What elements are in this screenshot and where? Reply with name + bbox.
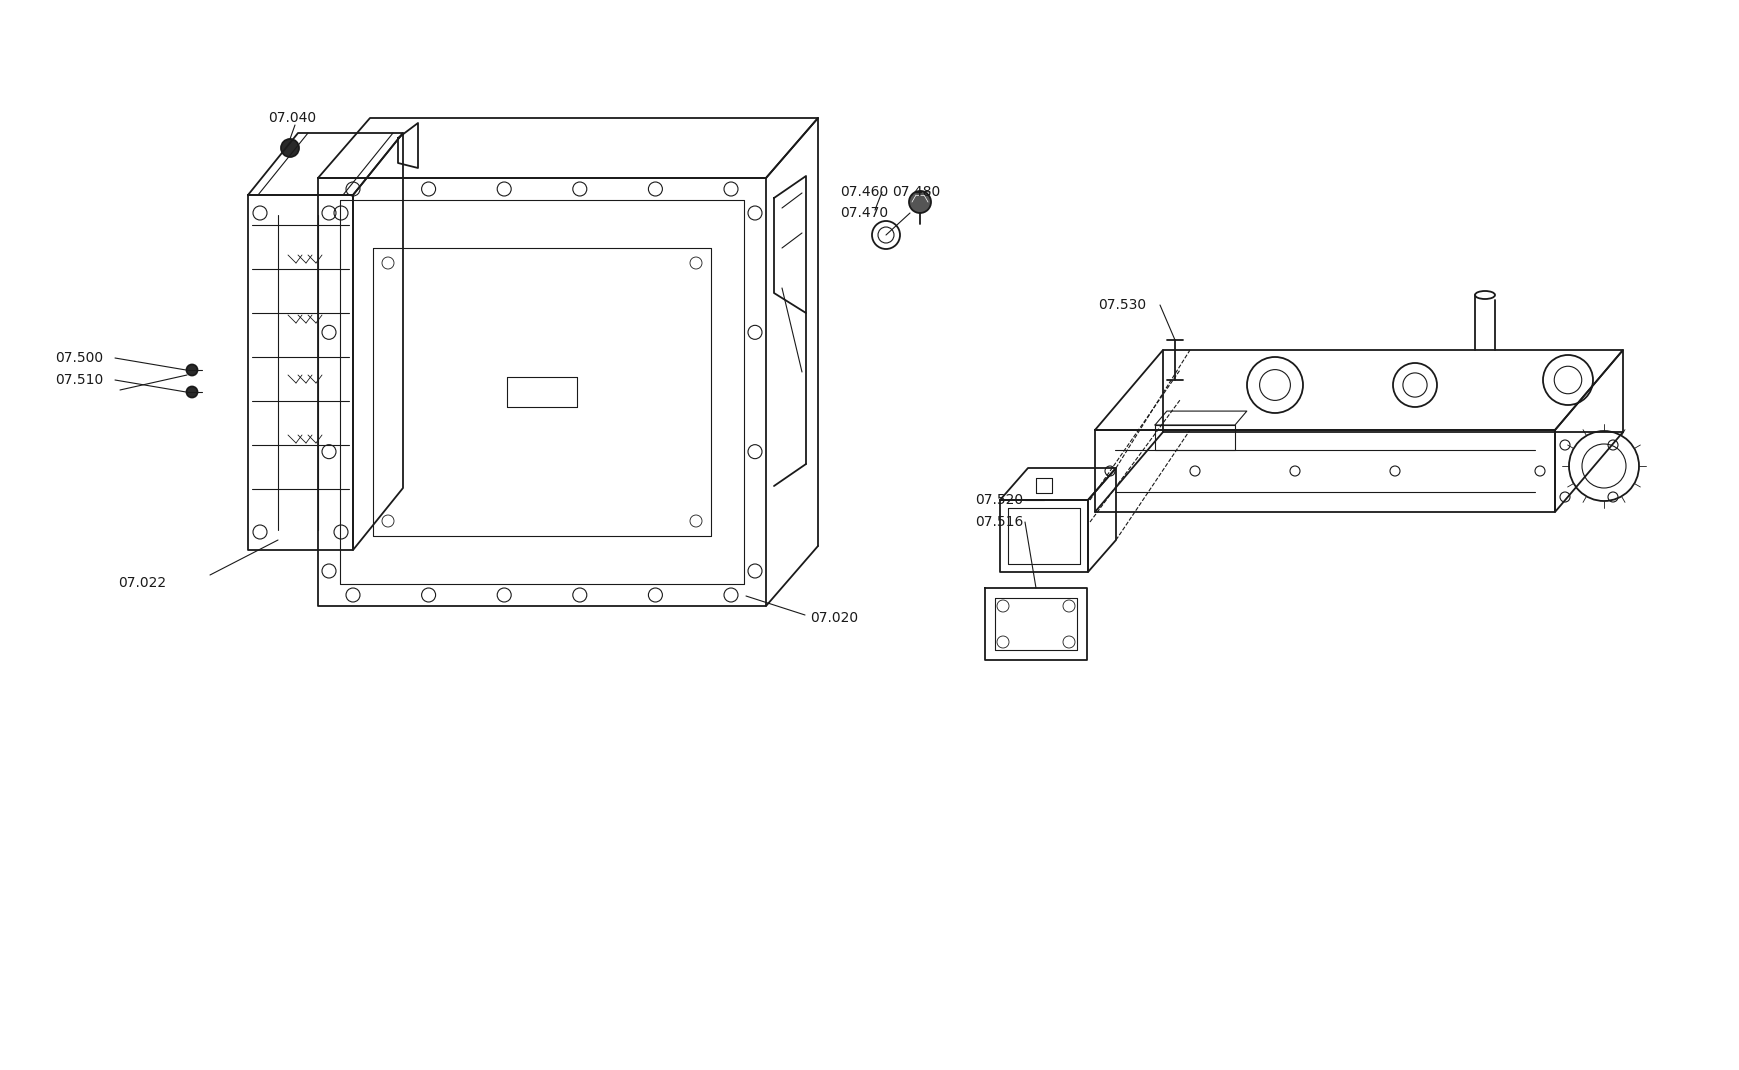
Text: 07.470: 07.470: [840, 207, 887, 220]
Text: 07.516: 07.516: [974, 515, 1023, 529]
Text: 07.500: 07.500: [56, 351, 103, 365]
Text: 07.510: 07.510: [56, 373, 103, 387]
Circle shape: [908, 192, 930, 213]
Text: 07.460: 07.460: [840, 185, 887, 199]
Text: 07.480: 07.480: [892, 185, 939, 199]
Text: 07.530: 07.530: [1097, 299, 1146, 312]
Circle shape: [280, 139, 299, 157]
Text: 07.022: 07.022: [118, 576, 165, 590]
Text: 07.020: 07.020: [810, 611, 857, 625]
Circle shape: [186, 365, 198, 376]
Text: 07.040: 07.040: [268, 111, 316, 125]
Circle shape: [186, 386, 198, 397]
Text: 07.520: 07.520: [974, 493, 1023, 507]
